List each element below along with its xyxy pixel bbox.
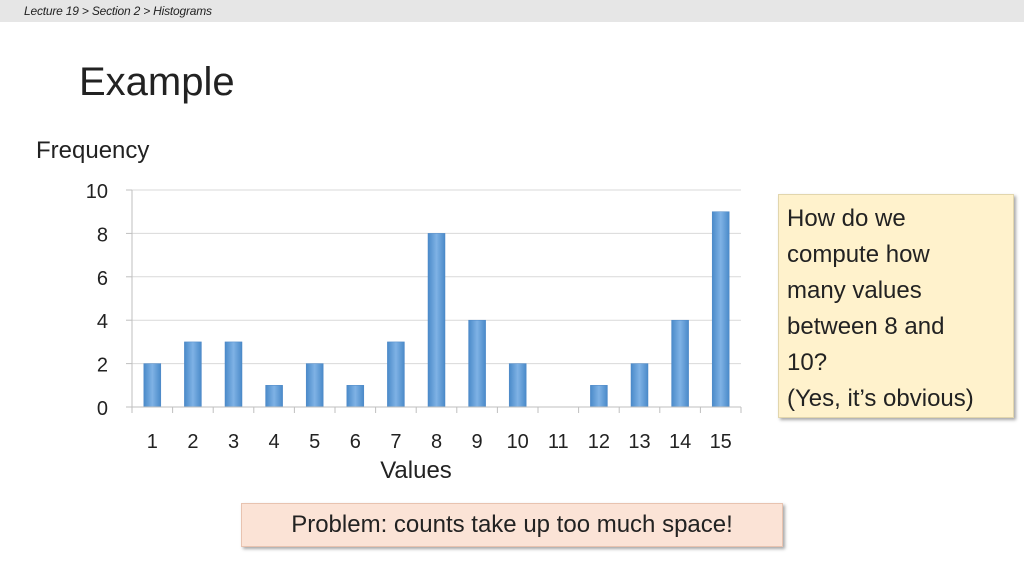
problem-box: Problem: counts take up too much space! [241, 503, 783, 547]
breadcrumb-item-lecture[interactable]: Lecture 19 [24, 4, 79, 18]
y-tick-label: 4 [97, 311, 108, 333]
breadcrumb-item-section[interactable]: Section 2 [91, 4, 141, 18]
y-tick-labels: 0 2 4 6 8 10 [86, 181, 108, 420]
y-axis-label: Frequency [36, 137, 149, 164]
y-tick-label: 8 [97, 224, 108, 246]
x-axis [131, 406, 742, 413]
bar-10 [508, 363, 527, 408]
bar-1 [143, 363, 162, 408]
x-tick-label: 13 [628, 431, 650, 453]
x-tick-label: 15 [710, 431, 732, 453]
breadcrumb-item-histograms[interactable]: Histograms [153, 4, 212, 18]
breadcrumb-separator: > [143, 4, 150, 18]
x-tick-label: 11 [548, 431, 569, 453]
bar-15 [711, 211, 730, 408]
x-tick-label: 1 [147, 431, 158, 453]
x-tick-label: 8 [431, 431, 442, 453]
bar-14 [671, 319, 689, 408]
bar-6 [346, 385, 365, 408]
bar-13 [630, 363, 649, 408]
y-tick-label: 0 [97, 398, 108, 420]
bar-7 [387, 341, 405, 408]
x-tick-label: 14 [669, 431, 691, 453]
bars [143, 211, 730, 408]
bar-4 [265, 385, 283, 408]
x-tick-label: 6 [350, 431, 361, 453]
y-tick-label: 6 [97, 268, 108, 290]
x-tick-label: 7 [390, 431, 401, 453]
y-tick-label: 10 [86, 181, 108, 203]
x-tick-label: 10 [507, 431, 529, 453]
y-tick-label: 2 [97, 355, 108, 377]
bar-2 [184, 341, 202, 408]
bar-9 [468, 319, 486, 408]
x-tick-label: 3 [228, 431, 239, 453]
bar-5 [305, 363, 324, 408]
x-tick-label: 2 [187, 431, 198, 453]
breadcrumb: Lecture 19 > Section 2 > Histograms [24, 4, 212, 18]
x-tick-label: 12 [588, 431, 610, 453]
bar-12 [590, 385, 608, 408]
bar-8 [427, 233, 446, 408]
x-tick-labels: 1 2 3 4 5 6 7 8 9 10 11 12 13 14 15 [147, 431, 732, 453]
x-axis-label: Values [380, 457, 452, 484]
breadcrumb-bar: Lecture 19 > Section 2 > Histograms [0, 0, 1024, 22]
question-callout: How do we compute how many values betwee… [778, 194, 1014, 418]
bar-3 [224, 341, 243, 408]
x-tick-label: 5 [309, 431, 320, 453]
page-title: Example [79, 60, 235, 104]
breadcrumb-separator: > [81, 4, 89, 18]
x-tick-label: 4 [269, 431, 280, 453]
x-tick-label: 9 [472, 431, 483, 453]
